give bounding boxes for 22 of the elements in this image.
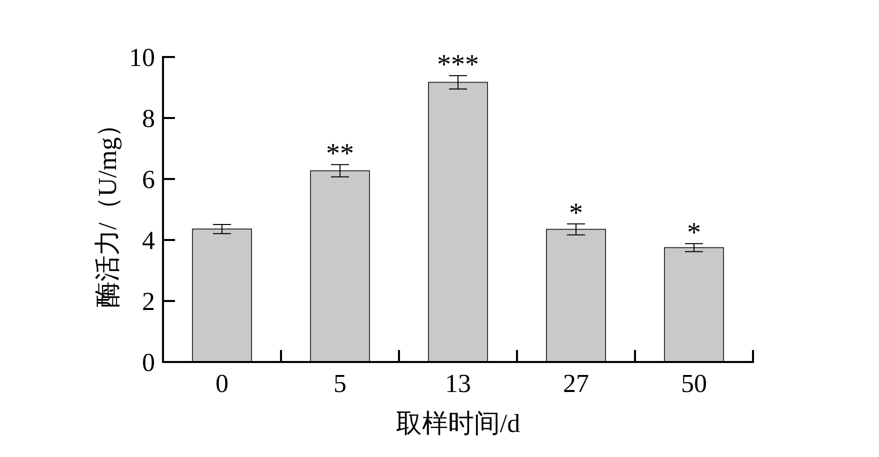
x-tick-label: 13 [445,369,471,398]
y-axis-title: 酶活力/（U/mg） [93,111,122,308]
bar [664,247,724,362]
y-tick-label: 6 [142,165,155,194]
x-axis-title: 取样时间/d [396,409,520,438]
bar [192,228,252,362]
bar [310,170,370,362]
y-tick-label: 2 [142,287,155,316]
annotation: ** [326,138,354,170]
y-tick-label: 10 [129,43,155,72]
y-tick-label: 4 [142,226,155,255]
annotation: * [569,198,583,229]
bar [546,228,606,362]
bar [428,82,488,362]
annotation: * [687,218,701,249]
y-tick-label: 8 [142,104,155,133]
x-tick-label: 50 [681,369,707,398]
annotation: *** [437,50,479,81]
x-tick-label: 0 [216,369,228,398]
y-tick-label: 0 [142,348,155,377]
x-tick-label: 5 [334,369,346,398]
x-tick-label: 27 [563,369,589,398]
